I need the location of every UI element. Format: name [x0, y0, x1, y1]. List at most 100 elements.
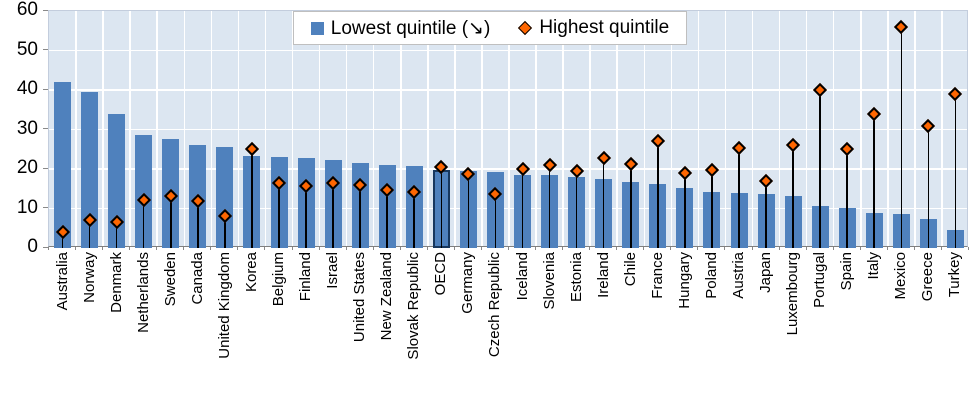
- marker-dropline: [792, 145, 794, 248]
- y-axis-tick: [43, 9, 48, 11]
- gridline: [427, 11, 429, 246]
- x-axis-label: Iceland: [513, 252, 531, 301]
- y-axis-tick-label: 60: [16, 0, 38, 20]
- bar-lowest-quintile: [54, 82, 72, 248]
- highest-quintile-marker: [758, 173, 774, 188]
- y-axis-tick: [43, 128, 48, 129]
- marker-dropline: [873, 113, 876, 248]
- x-axis-tick: [102, 247, 104, 250]
- gridline: [372, 11, 375, 246]
- x-axis-label: Japan: [757, 252, 775, 293]
- x-axis-label: Hungary: [675, 252, 693, 309]
- x-axis-tick: [318, 247, 320, 250]
- x-axis-label: Czech Republic: [486, 252, 504, 358]
- marker-dropline: [521, 168, 524, 248]
- x-axis-tick: [508, 247, 509, 250]
- x-axis-label: Austria: [730, 252, 747, 299]
- marker-dropline: [846, 149, 849, 248]
- gridline: [941, 11, 943, 246]
- x-axis-tick: [426, 247, 428, 250]
- x-axis-label: Greece: [919, 252, 937, 302]
- x-axis-tick: [886, 247, 888, 250]
- x-axis-tick: [48, 247, 49, 250]
- x-axis-tick: [372, 247, 374, 250]
- y-axis-tick: [43, 207, 48, 208]
- x-axis-label: Italy: [865, 252, 883, 280]
- marker-dropline: [765, 180, 767, 248]
- x-axis-tick: [589, 247, 591, 250]
- x-axis-tick: [453, 247, 455, 250]
- x-axis-tick: [156, 247, 158, 250]
- gridline: [481, 11, 483, 246]
- gridline: [75, 11, 77, 246]
- lowest-quintile-legend-square-icon: [310, 21, 324, 35]
- marker-dropline: [467, 173, 470, 248]
- y-axis-tick-label: 20: [16, 157, 38, 178]
- x-axis-label: New Zealand: [378, 252, 396, 341]
- x-axis-tick: [778, 247, 780, 250]
- gridline: [805, 11, 808, 246]
- bar-lowest-quintile: [108, 113, 126, 248]
- y-axis-tick-label: 10: [16, 196, 38, 218]
- x-axis-label: Belgium: [270, 252, 287, 307]
- gridline: [778, 11, 781, 246]
- y-axis-tick: [43, 49, 48, 50]
- lowest-quintile-legend-label: Lowest quintile (↘): [330, 17, 491, 39]
- x-axis-label: Australia: [53, 252, 71, 311]
- x-axis-label: Finland: [297, 252, 315, 302]
- x-axis-tick: [697, 247, 699, 250]
- marker-dropline: [197, 201, 199, 248]
- x-axis-tick: [399, 247, 401, 250]
- marker-dropline: [142, 199, 145, 248]
- marker-dropline: [629, 164, 632, 248]
- marker-dropline: [224, 216, 226, 248]
- x-axis-tick: [968, 247, 969, 250]
- plot-area: [48, 10, 968, 248]
- x-axis-tick: [480, 247, 482, 250]
- x-axis-tick: [264, 247, 266, 250]
- highest-quintile-marker: [786, 138, 801, 153]
- gridline: [183, 11, 186, 246]
- x-axis-tick: [129, 247, 131, 250]
- gridline: [400, 11, 402, 246]
- x-axis-label: Spain: [838, 252, 856, 291]
- gridline: [49, 128, 967, 131]
- y-axis-tick: [43, 246, 48, 248]
- gridline: [291, 11, 294, 246]
- gridline: [102, 11, 104, 246]
- y-axis-tick-label: 0: [27, 236, 38, 257]
- legend: Lowest quintile (↘) Highest quintile: [293, 11, 687, 45]
- marker-dropline: [169, 195, 172, 248]
- x-axis-tick: [805, 247, 807, 250]
- marker-dropline: [494, 193, 497, 248]
- gridline: [49, 207, 967, 210]
- x-axis-tick: [75, 247, 77, 250]
- gridline: [562, 11, 564, 246]
- x-axis-label: Turkey: [946, 252, 964, 298]
- gridline: [129, 11, 131, 246]
- highest-quintile-marker: [840, 142, 855, 157]
- x-axis-label: United States: [351, 252, 369, 343]
- marker-dropline: [954, 93, 957, 248]
- highest-quintile-marker: [650, 134, 665, 149]
- gridline: [237, 11, 240, 246]
- marker-dropline: [738, 148, 740, 248]
- x-axis-label: Israel: [324, 252, 342, 289]
- x-axis-label: Slovenia: [540, 252, 558, 310]
- x-axis-tick: [291, 247, 293, 250]
- bar-lowest-quintile: [216, 147, 234, 248]
- x-axis-label: France: [648, 252, 666, 299]
- x-axis-tick: [832, 247, 834, 250]
- x-axis-tick: [237, 247, 239, 250]
- gridline: [914, 11, 916, 246]
- gridline: [49, 49, 967, 52]
- highest-quintile-marker: [731, 140, 747, 156]
- gridline: [697, 11, 700, 246]
- gridline: [887, 11, 889, 246]
- marker-dropline: [575, 171, 578, 248]
- x-axis-label: Canada: [188, 252, 206, 305]
- x-axis-label: Mexico: [892, 252, 910, 300]
- x-axis-label: Poland: [702, 252, 720, 299]
- marker-dropline: [657, 141, 659, 248]
